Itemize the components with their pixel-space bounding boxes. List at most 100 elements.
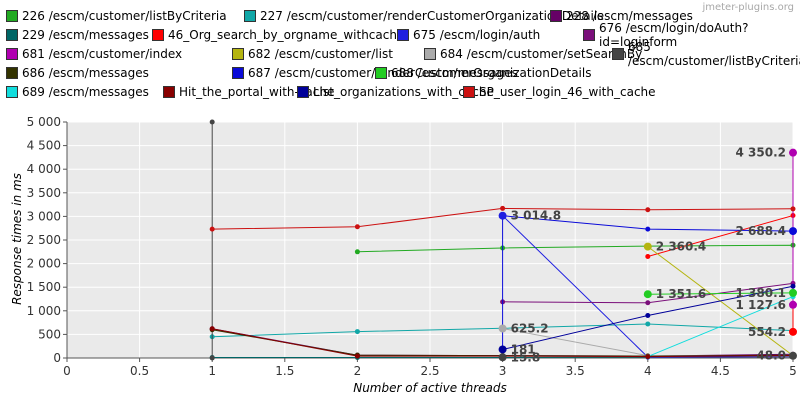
data-label: 3 014.8 xyxy=(511,209,561,223)
legend-swatch xyxy=(6,29,18,41)
chart-legend: 226 /escm/customer/listByCriteria 227 /es… xyxy=(0,0,800,116)
x-tick-label: 1.5 xyxy=(275,364,294,378)
labeled-point xyxy=(643,242,652,251)
legend-label: 676 /escm/login/doAuth?id=loginform xyxy=(599,21,749,49)
legend-swatch xyxy=(6,10,18,22)
y-tick-label: 2 000 xyxy=(27,257,61,271)
data-point xyxy=(645,354,651,360)
data-point xyxy=(209,119,215,125)
labeled-point xyxy=(789,327,797,336)
legend-label: 688 /escm/messages xyxy=(391,66,518,80)
labeled-point xyxy=(789,351,797,360)
data-point xyxy=(209,226,215,232)
x-tick-label: 0.5 xyxy=(130,364,149,378)
data-point xyxy=(354,329,360,335)
y-tick-label: 0 xyxy=(53,351,61,365)
legend-swatch xyxy=(375,67,387,79)
y-axis-title: Response times in ms xyxy=(10,173,24,305)
watermark: jmeter-plugins.org xyxy=(702,2,794,13)
legend-swatch xyxy=(163,86,175,98)
data-point xyxy=(645,254,651,260)
legend-label: 229 /escm/messages xyxy=(22,28,149,42)
legend-label: 681 /escm/customer/index xyxy=(22,47,183,61)
legend-item: 676 /escm/login/doAuth?id=loginform xyxy=(583,21,800,49)
x-tick-label: 3 xyxy=(499,364,507,378)
legend-swatch xyxy=(232,48,244,60)
data-point xyxy=(354,249,360,255)
data-point xyxy=(209,355,215,361)
legend-item: 688 /escm/messages xyxy=(375,65,518,81)
y-tick-label: 3 500 xyxy=(27,186,61,200)
data-labels: 4 350.2 3 014.8 2 688.4 2 360.4 1 351.6 1 380… xyxy=(498,146,797,364)
legend-swatch xyxy=(152,29,164,41)
data-label: 15.8 xyxy=(511,350,541,364)
legend-swatch xyxy=(397,29,409,41)
data-label: 2 688.4 xyxy=(736,224,786,238)
legend-item: SP_user_login_46_with_cache xyxy=(463,84,656,100)
legend-swatch xyxy=(550,10,562,22)
data-label: 181 xyxy=(511,342,536,356)
legend-label: 689 /escm/messages xyxy=(22,85,149,99)
legend-item: 689 /escm/messages xyxy=(6,84,149,100)
labeled-point xyxy=(789,227,797,236)
x-tick-label: 2.5 xyxy=(420,364,439,378)
labeled-point xyxy=(789,300,797,309)
x-tick-label: 5 xyxy=(789,364,797,378)
labeled-point xyxy=(498,324,507,333)
legend-item: 682 /escm/customer/list xyxy=(232,46,393,62)
labeled-point xyxy=(498,353,507,362)
y-tick-label: 1 500 xyxy=(27,280,61,294)
legend-item: 229 /escm/messages xyxy=(6,27,149,43)
data-point xyxy=(790,206,796,212)
x-tick-label: 0 xyxy=(63,364,71,378)
x-tick-label: 4 xyxy=(644,364,652,378)
data-point xyxy=(645,313,651,319)
data-point xyxy=(354,224,360,230)
data-point xyxy=(645,321,651,327)
legend-item: 675 /escm/login/auth xyxy=(397,27,540,43)
x-tick-label: 1 xyxy=(208,364,216,378)
legend-item: 46_Org_search_by_orgname_withcache xyxy=(152,27,404,43)
series-line xyxy=(647,296,794,358)
legend-item: 684 /escm/customer/setSearchBy xyxy=(424,46,642,62)
y-tick-label: 1 000 xyxy=(27,304,61,318)
data-label: 4 350.2 xyxy=(736,146,786,160)
x-axis-title: Number of active threads xyxy=(353,381,507,395)
legend-swatch xyxy=(232,67,244,79)
data-label: 625.2 xyxy=(511,321,549,335)
series-17 xyxy=(209,205,796,232)
series-10 xyxy=(209,119,215,361)
legend-item: Hit_the_portal_with-cache xyxy=(163,84,334,100)
legend-label: 684 /escm/customer/setSearchBy xyxy=(440,47,643,61)
legend-label: 682 /escm/customer/list xyxy=(248,47,393,61)
y-tick-label: 500 xyxy=(38,327,61,341)
legend-item: 681 /escm/customer/index xyxy=(6,46,182,62)
data-label: 1 380.1 xyxy=(736,286,786,300)
data-label: 1 127.6 xyxy=(736,298,786,312)
labeled-point xyxy=(643,290,652,299)
legend-swatch xyxy=(424,48,436,60)
x-tick-label: 3.5 xyxy=(566,364,585,378)
legend-item: 228 /escm/messages xyxy=(550,8,693,24)
data-point xyxy=(209,326,215,332)
legend-label: 675 /escm/login/auth xyxy=(413,28,541,42)
labeled-point xyxy=(789,148,797,157)
legend-swatch xyxy=(6,48,18,60)
x-tick-label: 4.5 xyxy=(711,364,730,378)
legend-swatch xyxy=(463,86,475,98)
legend-swatch xyxy=(244,10,256,22)
data-point xyxy=(645,226,651,232)
data-point xyxy=(790,283,796,289)
y-tick-label: 5 000 xyxy=(27,115,61,129)
data-label: 2 360.4 xyxy=(656,240,706,254)
legend-label: 46_Org_search_by_orgname_withcache xyxy=(168,28,405,42)
y-tick-label: 3 000 xyxy=(27,209,61,223)
data-label: 48.0 xyxy=(756,349,786,363)
legend-label: 686 /escm/messages xyxy=(22,66,149,80)
series-line xyxy=(502,215,794,358)
legend-swatch xyxy=(297,86,309,98)
labeled-point xyxy=(498,345,507,354)
legend-label: List_organizations_with_cache xyxy=(313,85,494,99)
legend-item: 227 /escm/customer/renderCustomerOrganiz… xyxy=(244,8,603,24)
